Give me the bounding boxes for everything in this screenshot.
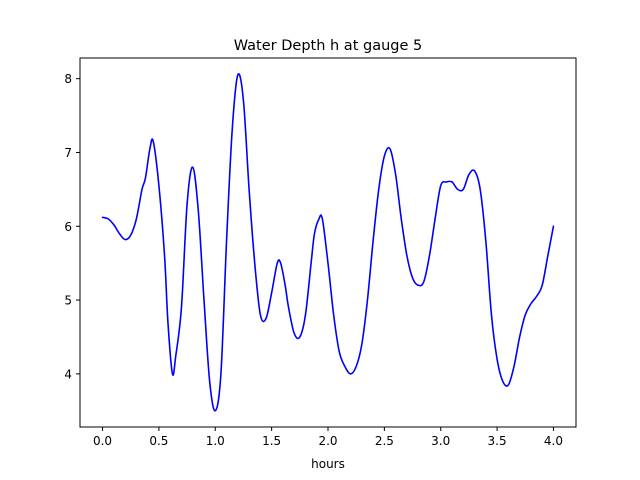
x-tick-label: 1.0 bbox=[206, 434, 225, 448]
chart-title: Water Depth h at gauge 5 bbox=[234, 38, 422, 54]
x-tick-label: 1.5 bbox=[262, 434, 281, 448]
y-tick-label: 4 bbox=[64, 367, 72, 381]
plot-area: 0.0 0.5 1.0 1.5 2.0 2.5 3.0 3.5 4.0 4 5 6 7 8 bbox=[64, 57, 577, 448]
x-tick-label: 0.5 bbox=[149, 434, 168, 448]
series-line-0 bbox=[101, 73, 555, 412]
x-tick-label: 3.0 bbox=[431, 434, 450, 448]
x-tick-label: 0.0 bbox=[93, 434, 112, 448]
x-tick-label: 2.5 bbox=[375, 434, 394, 448]
x-tick-label: 4.0 bbox=[544, 434, 563, 448]
y-tick-label: 8 bbox=[64, 72, 72, 86]
x-axis-title: hours bbox=[311, 457, 345, 471]
y-tick-label: 5 bbox=[64, 294, 72, 308]
x-tick-label: 2.0 bbox=[318, 434, 337, 448]
y-tick-label: 6 bbox=[64, 220, 72, 234]
y-tick-label: 7 bbox=[64, 146, 72, 160]
x-tick-label: 3.5 bbox=[488, 434, 507, 448]
